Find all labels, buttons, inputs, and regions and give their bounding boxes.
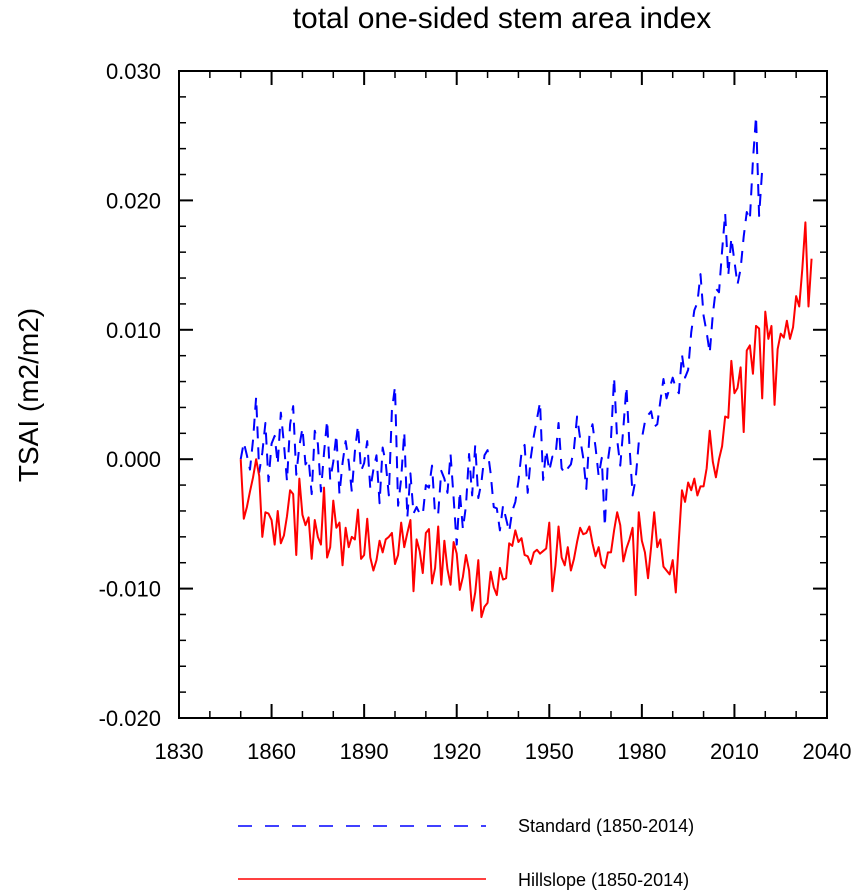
y-tick-label: -0.020 [99,706,161,731]
series-line-hillslope [239,221,813,619]
plot-series [239,115,813,619]
y-tick-label: 0.020 [106,188,161,213]
x-tick-label: 1830 [155,739,204,764]
plot-frame [178,70,828,719]
axis-ticks: 1830 1860 1890 1920 1950 1980 2010 2040 -0.020 -0… [99,59,852,764]
legend: Standard (1850-2014) Hillslope (1850-201… [238,816,694,890]
y-tick-label: 0.000 [106,447,161,472]
x-tick-label: 1950 [525,739,574,764]
x-tick-label: 1980 [617,739,666,764]
y-tick-label: -0.010 [99,577,161,602]
y-tick-label: 0.010 [106,318,161,343]
y-axis-label: TSAI (m2/m2) [13,308,44,482]
x-tick-label: 2040 [803,739,852,764]
chart-title: total one-sided stem area index [293,2,712,35]
x-tick-label: 1860 [247,739,296,764]
legend-label-standard: Standard (1850-2014) [518,816,694,836]
x-tick-label: 2010 [710,739,759,764]
x-tick-label: 1920 [432,739,481,764]
y-tick-label: 0.030 [106,59,161,84]
series-line-standard [239,115,764,546]
legend-label-hillslope: Hillslope (1850-2014) [518,870,689,890]
x-tick-label: 1890 [340,739,389,764]
